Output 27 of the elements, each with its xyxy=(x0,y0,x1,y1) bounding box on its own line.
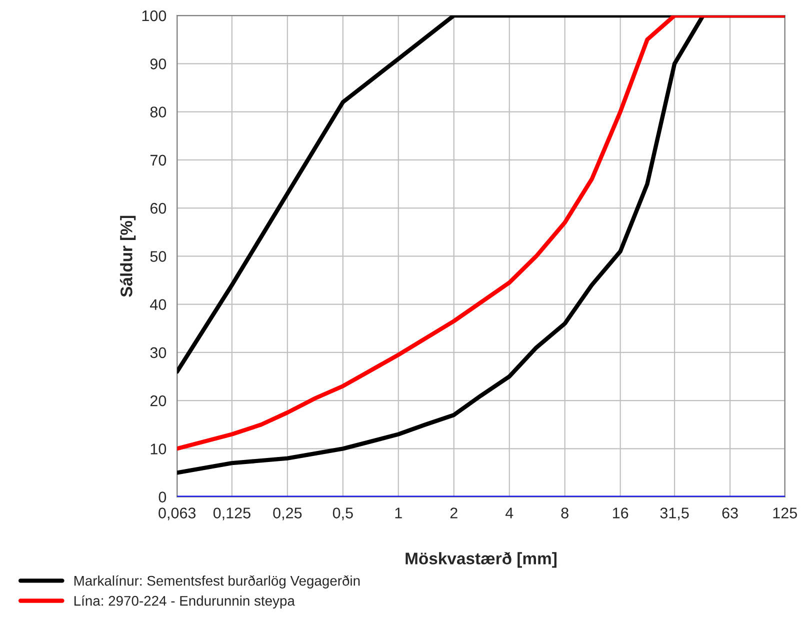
x-tick-label: 31,5 xyxy=(660,508,689,520)
x-tick-label: 1 xyxy=(395,508,402,518)
y-tick-label: 30 xyxy=(150,347,166,358)
x-tick-label: 8 xyxy=(561,508,568,518)
y-tick-label: 10 xyxy=(150,444,166,454)
y-tick-label: 50 xyxy=(150,251,166,262)
x-tick-label: 63 xyxy=(722,508,738,518)
y-tick-label: 40 xyxy=(150,299,166,310)
x-tick-label: 2 xyxy=(450,508,458,518)
x-axis-title: Möskvastærð [mm] xyxy=(406,552,556,568)
y-axis-title: Sáldur [%] xyxy=(120,216,136,297)
y-tick-label: 60 xyxy=(150,202,166,214)
y-tick-label: 70 xyxy=(150,154,166,166)
y-tick-label: 80 xyxy=(150,106,166,118)
y-tick-label: 20 xyxy=(150,395,166,406)
x-tick-label: 0,125 xyxy=(213,508,250,520)
legend-label: Markalínur: Sementsfest burðarlög Vegagerðin xyxy=(74,575,360,588)
x-tick-label: 125 xyxy=(773,508,797,518)
x-tick-label: 0,5 xyxy=(332,508,353,520)
legend-label: Lína: 2970-224 - Endurunnin steypa xyxy=(74,595,295,608)
x-tick-label: 4 xyxy=(505,508,514,518)
y-tick-label: 90 xyxy=(150,58,166,70)
y-tick-label: 100 xyxy=(142,10,166,22)
x-tick-label: 0,25 xyxy=(273,508,302,520)
x-tick-label: 0,063 xyxy=(158,508,196,520)
y-tick-label: 0 xyxy=(158,492,166,502)
x-tick-label: 16 xyxy=(612,508,628,518)
